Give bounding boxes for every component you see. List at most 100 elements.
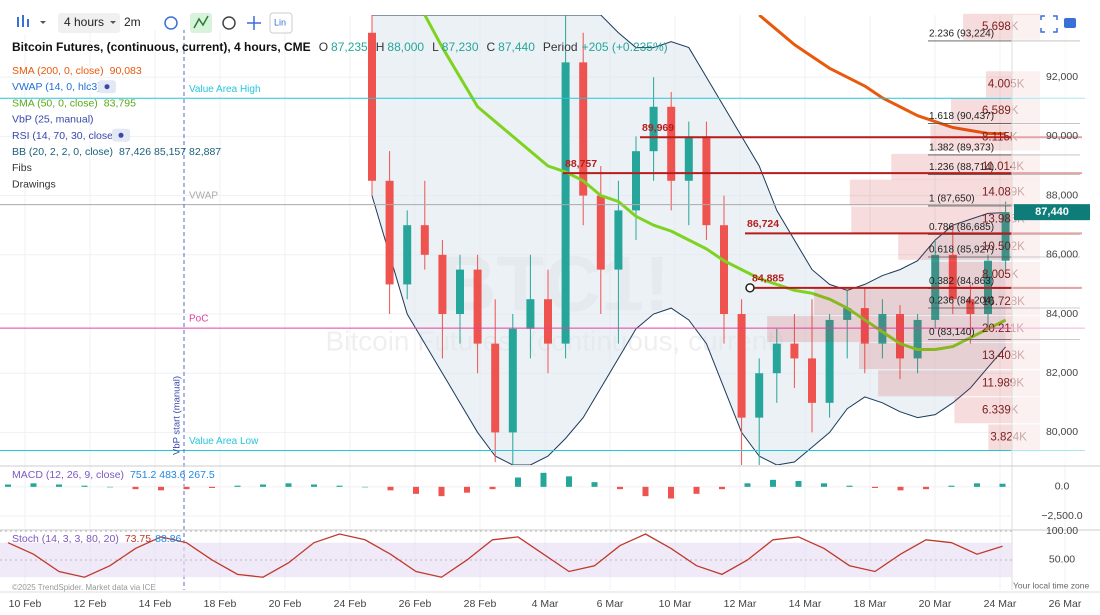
x-tick-label: 20 Mar	[919, 598, 952, 610]
candle-body	[878, 314, 887, 344]
macd-values: 751.2 483.6 267.5	[130, 469, 215, 481]
x-tick-label: 18 Feb	[204, 598, 237, 610]
price-level-label: 88,757	[565, 158, 597, 170]
x-tick-label: 20 Feb	[269, 598, 302, 610]
x-tick-label: 12 Feb	[74, 598, 107, 610]
indicator-legend[interactable]: SMA (50, 0, close) 83,795	[12, 97, 136, 109]
level-handle[interactable]	[745, 283, 755, 293]
x-tick-label: 14 Feb	[139, 598, 172, 610]
macd-bar	[948, 485, 955, 487]
macd-bar	[566, 476, 572, 487]
macd-bar	[668, 486, 674, 499]
indicator-value: 87,426 85,157 82,887	[119, 146, 221, 158]
fib-label: 2.236 (93,224)	[929, 29, 994, 40]
ohlc-key: C	[487, 40, 496, 54]
indicator-name: VWAP (14, 0, hlc3)	[12, 81, 101, 93]
candle-body	[790, 343, 799, 359]
candle-body	[843, 308, 852, 320]
candle-body	[473, 269, 482, 344]
x-tick-label: 24 Feb	[334, 598, 367, 610]
indicator-name: Fibs	[12, 162, 32, 174]
camera-icon[interactable]	[1064, 18, 1076, 28]
chart-type-icon	[17, 15, 29, 27]
scale-button[interactable]	[269, 12, 293, 34]
candle-body	[808, 358, 816, 403]
indicator-legend[interactable]: RSI (14, 70, 30, close)	[12, 130, 116, 142]
indicator-legend[interactable]: VbP (25, manual)	[12, 113, 94, 125]
y-tick-label: 82,000	[1046, 367, 1078, 379]
stoch-tick-label: 100.00	[1046, 525, 1078, 537]
x-tick-label: 24 Mar	[984, 598, 1017, 610]
candle-body	[649, 106, 658, 152]
x-tick-label: 14 Mar	[789, 598, 822, 610]
macd-bar	[56, 484, 62, 487]
indicator-legend[interactable]: Drawings	[12, 178, 56, 190]
y-tick-label: 90,000	[1046, 130, 1078, 142]
candle-body	[684, 136, 693, 181]
clock-icon[interactable]	[222, 16, 236, 30]
macd-bar	[999, 483, 1006, 487]
candle-body	[720, 225, 728, 315]
bb-upper	[372, 15, 1006, 291]
ohlc-key: O	[319, 40, 328, 54]
candle-body	[860, 308, 869, 344]
macd-bar	[260, 484, 266, 487]
legend-header: Bitcoin Futures, (continuous, current), …	[12, 40, 668, 54]
last-price-label: 87,440	[1035, 206, 1069, 218]
indicator-name: BB (20, 2, 2, 0, close)	[12, 146, 113, 158]
plot-area: BTC1!Bitcoin Futures, (continuous, curre…	[325, 15, 1010, 465]
indicator-legend[interactable]: VWAP (14, 0, hlc3)	[12, 81, 101, 93]
range[interactable]: 2m	[124, 15, 141, 29]
macd-title: MACD (12, 26, 9, close)	[12, 469, 124, 481]
fib-label: 0.236 (84,204)	[929, 296, 994, 307]
macd-bar	[311, 484, 317, 487]
timezone: Your local time zone	[1013, 580, 1090, 590]
candle-body	[368, 32, 376, 181]
macd-bar	[795, 481, 802, 487]
macd-bar	[693, 486, 700, 494]
fib-label: 0.786 (86,685)	[929, 222, 994, 233]
macd-bar	[821, 483, 827, 487]
x-tick-label: 10 Feb	[9, 598, 42, 610]
candle-body	[526, 299, 535, 329]
candle-body	[755, 373, 764, 418]
macd-bar	[923, 486, 929, 490]
indicator-legend[interactable]: BB (20, 2, 2, 0, close) 87,426 85,157 82,…	[12, 146, 221, 158]
macd-bar	[362, 486, 368, 488]
macd-bar	[617, 486, 623, 490]
candle-body	[772, 343, 781, 374]
stoch-line	[7, 533, 1003, 578]
x-tick-label: 4 Mar	[532, 598, 559, 610]
x-tick-label: 26 Feb	[399, 598, 432, 610]
macd-bar	[489, 486, 496, 490]
candle-body	[737, 314, 746, 418]
interval-button[interactable]	[58, 13, 120, 33]
fullscreen-icon[interactable]	[1040, 15, 1058, 33]
ohlc-value: 88,000	[387, 40, 424, 54]
y-tick-label: 88,000	[1046, 189, 1078, 201]
indicator-name: SMA (50, 0, close)	[12, 97, 98, 109]
vbp-bar	[858, 343, 1040, 370]
macd-bar	[107, 486, 113, 488]
indicator-legend[interactable]: Fibs	[12, 162, 32, 174]
vbp-bar	[767, 316, 1040, 343]
candle-body	[385, 180, 394, 285]
indicator-legend[interactable]: SMA (200, 0, close) 90,083	[12, 65, 142, 77]
indicator-name: RSI (14, 70, 30, close)	[12, 130, 116, 142]
interval: 4 hours	[64, 15, 104, 29]
macd-tick-label: 0.0	[1055, 481, 1070, 493]
vbp-bar	[849, 179, 1040, 206]
stoch-legend: Stoch (14, 3, 3, 80, 20) 73.75 88.86	[12, 533, 182, 545]
crosshair-icon[interactable]	[247, 16, 261, 30]
vbp-label: 6.589K	[982, 105, 1019, 117]
candle-body	[702, 136, 711, 226]
chart-type-button[interactable]	[7, 11, 53, 35]
x-tick-label: 26 Mar	[1049, 598, 1082, 610]
macd-bar	[872, 486, 878, 488]
x-tick-label: 18 Mar	[854, 598, 887, 610]
settings-icon[interactable]	[164, 16, 178, 30]
ohlc-value: 87,230	[442, 40, 479, 54]
toolbar: 4 hours 2m Lin	[0, 0, 300, 35]
macd-bar	[974, 483, 980, 487]
